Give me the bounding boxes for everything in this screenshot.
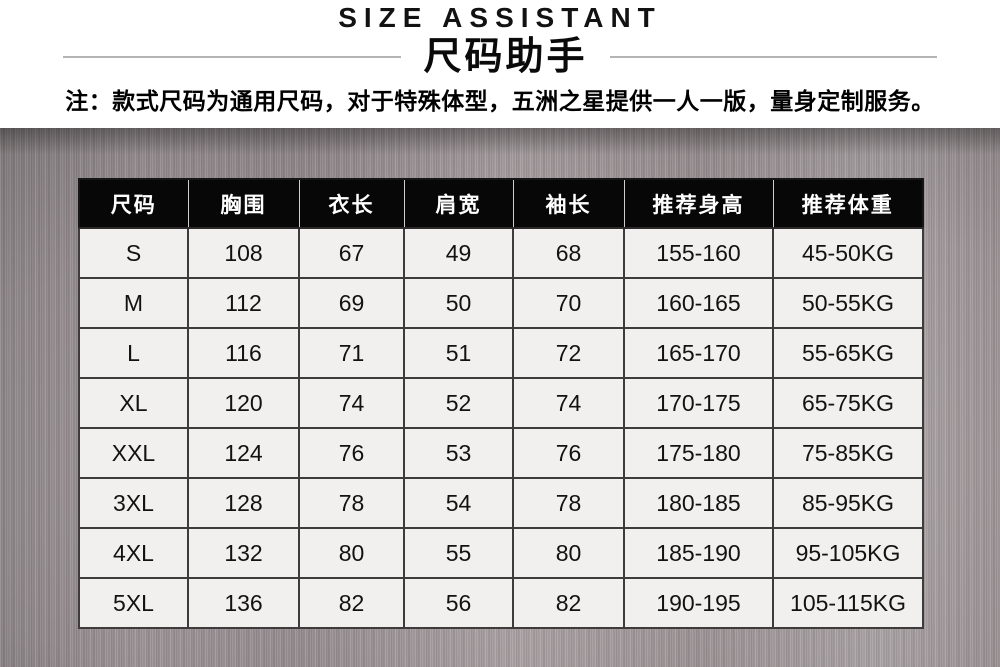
title-chinese-row: 尺码助手 [0,36,1000,78]
measurement-cell: 51 [403,327,514,379]
measurement-cell: 124 [187,427,300,479]
measurement-cell: 54 [403,477,514,529]
measurement-cell: 132 [187,527,300,579]
measurement-cell: 68 [512,227,625,279]
measurement-cell: 82 [298,577,405,629]
size-table-head: 尺码 胸围 衣长 肩宽 袖长 推荐身高 推荐体重 [79,179,923,229]
column-header-4: 袖长 [512,179,624,229]
size-row-3XL: 3XL 128 78 54 78 180-185 85-95KG [78,477,924,529]
measurement-cell: 74 [298,377,405,429]
measurement-cell: 72 [512,327,625,379]
title-divider-left [63,56,402,58]
measurement-cell: 76 [512,427,625,479]
measurement-cell: 185-190 [623,527,774,579]
measurement-cell: 75-85KG [772,427,924,479]
size-label-cell: XL [78,377,189,429]
measurement-cell: 76 [298,427,405,479]
measurement-cell: 116 [187,327,300,379]
measurement-cell: 67 [298,227,405,279]
measurement-cell: 128 [187,477,300,529]
size-label-cell: 4XL [78,527,189,579]
measurement-cell: 53 [403,427,514,479]
measurement-cell: 85-95KG [772,477,924,529]
measurement-cell: 95-105KG [772,527,924,579]
measurement-cell: 50 [403,277,514,329]
size-label-cell: L [78,327,189,379]
column-header-6: 推荐体重 [772,179,923,229]
measurement-cell: 108 [187,227,300,279]
measurement-cell: 112 [187,277,300,329]
measurement-cell: 175-180 [623,427,774,479]
column-header-3: 肩宽 [403,179,513,229]
measurement-cell: 80 [298,527,405,579]
title-chinese: 尺码助手 [423,36,588,78]
size-row-5XL: 5XL 136 82 56 82 190-195 105-115KG [78,577,924,629]
measurement-cell: 78 [512,477,625,529]
size-row-S: S 108 67 49 68 155-160 45-50KG [78,227,924,279]
column-header-2: 衣长 [298,179,404,229]
measurement-cell: 55 [403,527,514,579]
size-table-body: S 108 67 49 68 155-160 45-50KG M 112 69 50 70 160-16… [78,227,924,629]
measurement-cell: 52 [403,377,514,429]
measurement-cell: 82 [512,577,625,629]
size-row-XL: XL 120 74 52 74 170-175 65-75KG [78,377,924,429]
measurement-cell: 78 [298,477,405,529]
title-english: SIZE ASSISTANT [338,2,662,33]
measurement-cell: 69 [298,277,405,329]
measurement-cell: 45-50KG [772,227,924,279]
column-header-0: 尺码 [79,179,188,229]
measurement-cell: 71 [298,327,405,379]
size-label-cell: S [78,227,189,279]
measurement-cell: 190-195 [623,577,774,629]
column-header-1: 胸围 [187,179,299,229]
size-label-cell: 3XL [78,477,189,529]
measurement-cell: 120 [187,377,300,429]
measurement-cell: 56 [403,577,514,629]
measurement-cell: 70 [512,277,625,329]
measurement-cell: 105-115KG [772,577,924,629]
custom-tailoring-note: 注：款式尺码为通用尺码，对于特殊体型，五洲之星提供一人一版，量身定制服务。 [65,89,935,114]
size-label-cell: 5XL [78,577,189,629]
measurement-cell: 55-65KG [772,327,924,379]
size-label-cell: XXL [78,427,189,479]
size-table-header-row: 尺码 胸围 衣长 肩宽 袖长 推荐身高 推荐体重 [79,179,923,229]
measurement-cell: 50-55KG [772,277,924,329]
measurement-cell: 136 [187,577,300,629]
measurement-cell: 170-175 [623,377,774,429]
measurement-cell: 49 [403,227,514,279]
measurement-cell: 80 [512,527,625,579]
measurement-cell: 74 [512,377,625,429]
measurement-cell: 65-75KG [772,377,924,429]
column-header-5: 推荐身高 [623,179,773,229]
size-row-L: L 116 71 51 72 165-170 55-65KG [78,327,924,379]
measurement-cell: 180-185 [623,477,774,529]
size-label-cell: M [78,277,189,329]
measurement-cell: 165-170 [623,327,774,379]
title-band: SIZE ASSISTANT 尺码助手 注：款式尺码为通用尺码，对于特殊体型，五… [0,0,1000,128]
measurement-cell: 155-160 [623,227,774,279]
title-divider-right [609,56,937,58]
size-row-4XL: 4XL 132 80 55 80 185-190 95-105KG [78,527,924,579]
measurement-cell: 160-165 [623,277,774,329]
size-table: 尺码 胸围 衣长 肩宽 袖长 推荐身高 推荐体重 S 108 67 49 68 155-160 45-5… [78,178,924,629]
size-row-XXL: XXL 124 76 53 76 175-180 75-85KG [78,427,924,479]
size-row-M: M 112 69 50 70 160-165 50-55KG [78,277,924,329]
